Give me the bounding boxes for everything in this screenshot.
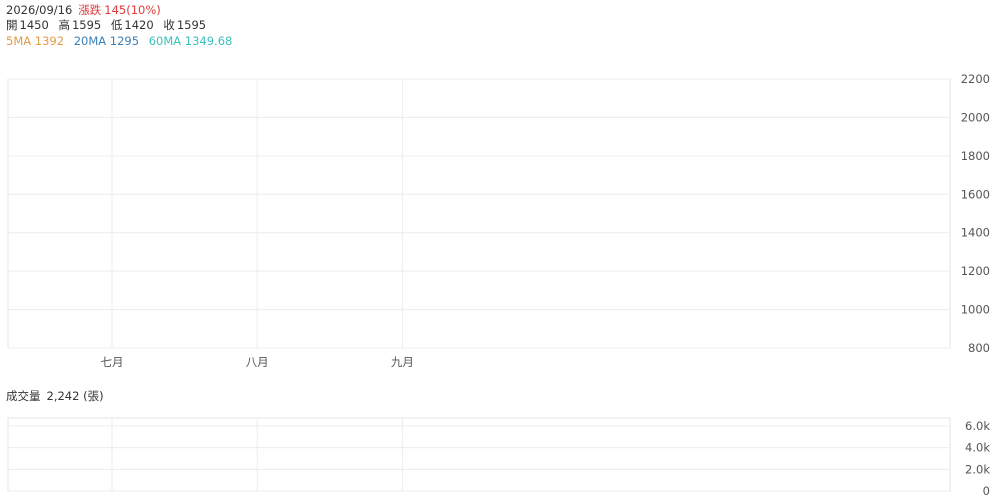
volume-value: 2,242 (張) xyxy=(46,389,104,403)
volume-axis: 6.0k 4.0k 2.0k 0 xyxy=(965,419,990,498)
header-line-2: 開 1450 高 1595 低 1420 收 1595 xyxy=(6,18,212,33)
price-tick-label: 1200 xyxy=(961,264,990,278)
price-tick-label: 2000 xyxy=(961,110,990,124)
open-value: 1450 xyxy=(19,18,49,32)
price-grid xyxy=(7,78,951,349)
low-value: 1420 xyxy=(124,18,154,32)
volume-tick-label: 4.0k xyxy=(965,441,990,455)
volume-title: 成交量 2,242 (張) xyxy=(6,388,110,404)
date-tick-label: 九月 xyxy=(391,355,414,369)
price-tick-label: 1600 xyxy=(961,187,990,201)
high-value: 1595 xyxy=(71,18,102,32)
price-tick-label: 800 xyxy=(968,341,990,355)
header-line-3: 5MA 1392 20MA 1295 60MA 1349.68 xyxy=(6,34,238,49)
close-value: 1595 xyxy=(176,18,207,32)
change-value: 145(10%) xyxy=(104,3,161,17)
date-tick-label: 八月 xyxy=(246,355,269,369)
ma20-value: 20MA 1295 xyxy=(73,34,140,48)
date-tick-label: 七月 xyxy=(101,355,124,369)
low-label: 低 xyxy=(110,18,123,32)
volume-tick-label: 6.0k xyxy=(965,419,990,433)
volume-grid xyxy=(7,417,951,492)
volume-label: 成交量 xyxy=(6,389,41,403)
close-label: 收 xyxy=(163,18,175,32)
volume-tick-label: 0 xyxy=(983,484,990,498)
price-axis: 2200 2000 1800 1600 1400 1200 1000 800 xyxy=(961,72,990,355)
volume-frame xyxy=(7,417,951,492)
price-tick-label: 1000 xyxy=(961,303,990,317)
date-label: 2026/09/16 xyxy=(6,3,73,17)
header-line-1: 2026/09/16 漲跌 145(10%) xyxy=(6,3,167,18)
price-tick-label: 1800 xyxy=(961,149,990,163)
ma5-value: 5MA 1392 xyxy=(6,34,65,48)
open-label: 開 xyxy=(6,18,18,32)
high-label: 高 xyxy=(58,18,70,32)
price-tick-label: 1400 xyxy=(961,226,990,240)
price-frame xyxy=(7,78,951,349)
date-axis: 七月 八月 九月 xyxy=(101,355,414,369)
price-tick-label: 2200 xyxy=(961,72,990,86)
change-label: 漲跌 xyxy=(78,3,102,17)
ma60-value: 60MA 1349.68 xyxy=(148,34,233,48)
volume-tick-label: 2.0k xyxy=(965,462,990,476)
